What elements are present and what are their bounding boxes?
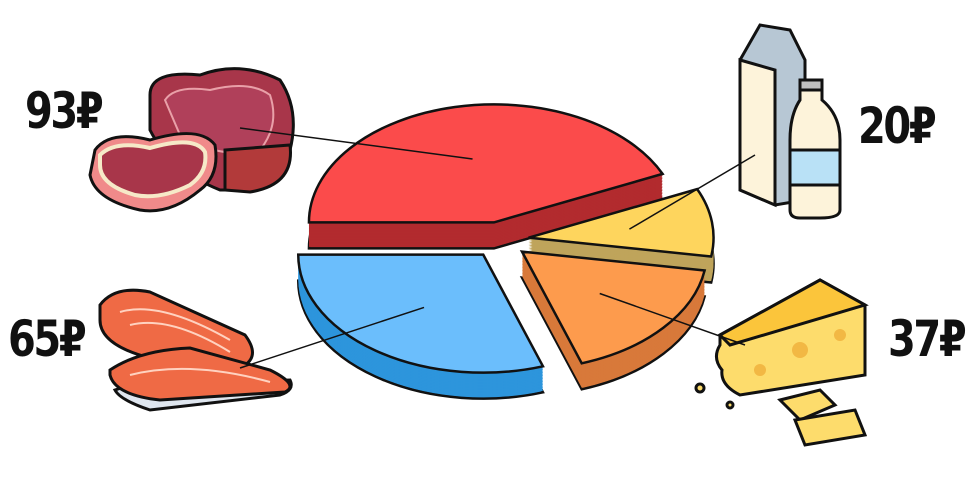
fish-price-label: 65₽ [8,310,87,368]
meat-icon [88,67,295,213]
pie-slice-fish [296,253,545,400]
leader-line-meat [239,127,473,160]
milk-icon [738,23,842,220]
pie-slice-top [307,103,665,224]
meat-price-label: 93₽ [25,82,104,140]
leader-line-milk [629,154,756,230]
leader-line-fish [239,306,425,369]
pie-slice-cheese [519,250,707,391]
pie-slice-meat [307,103,665,250]
pie-slice-top [296,253,545,374]
leader-line-cheese [599,292,746,346]
cheese-icon [694,278,869,447]
pie-slice-top [519,250,707,365]
milk-price-label: 20₽ [858,97,937,155]
cheese-price-label: 37₽ [888,310,967,368]
fish-icon [98,288,293,412]
